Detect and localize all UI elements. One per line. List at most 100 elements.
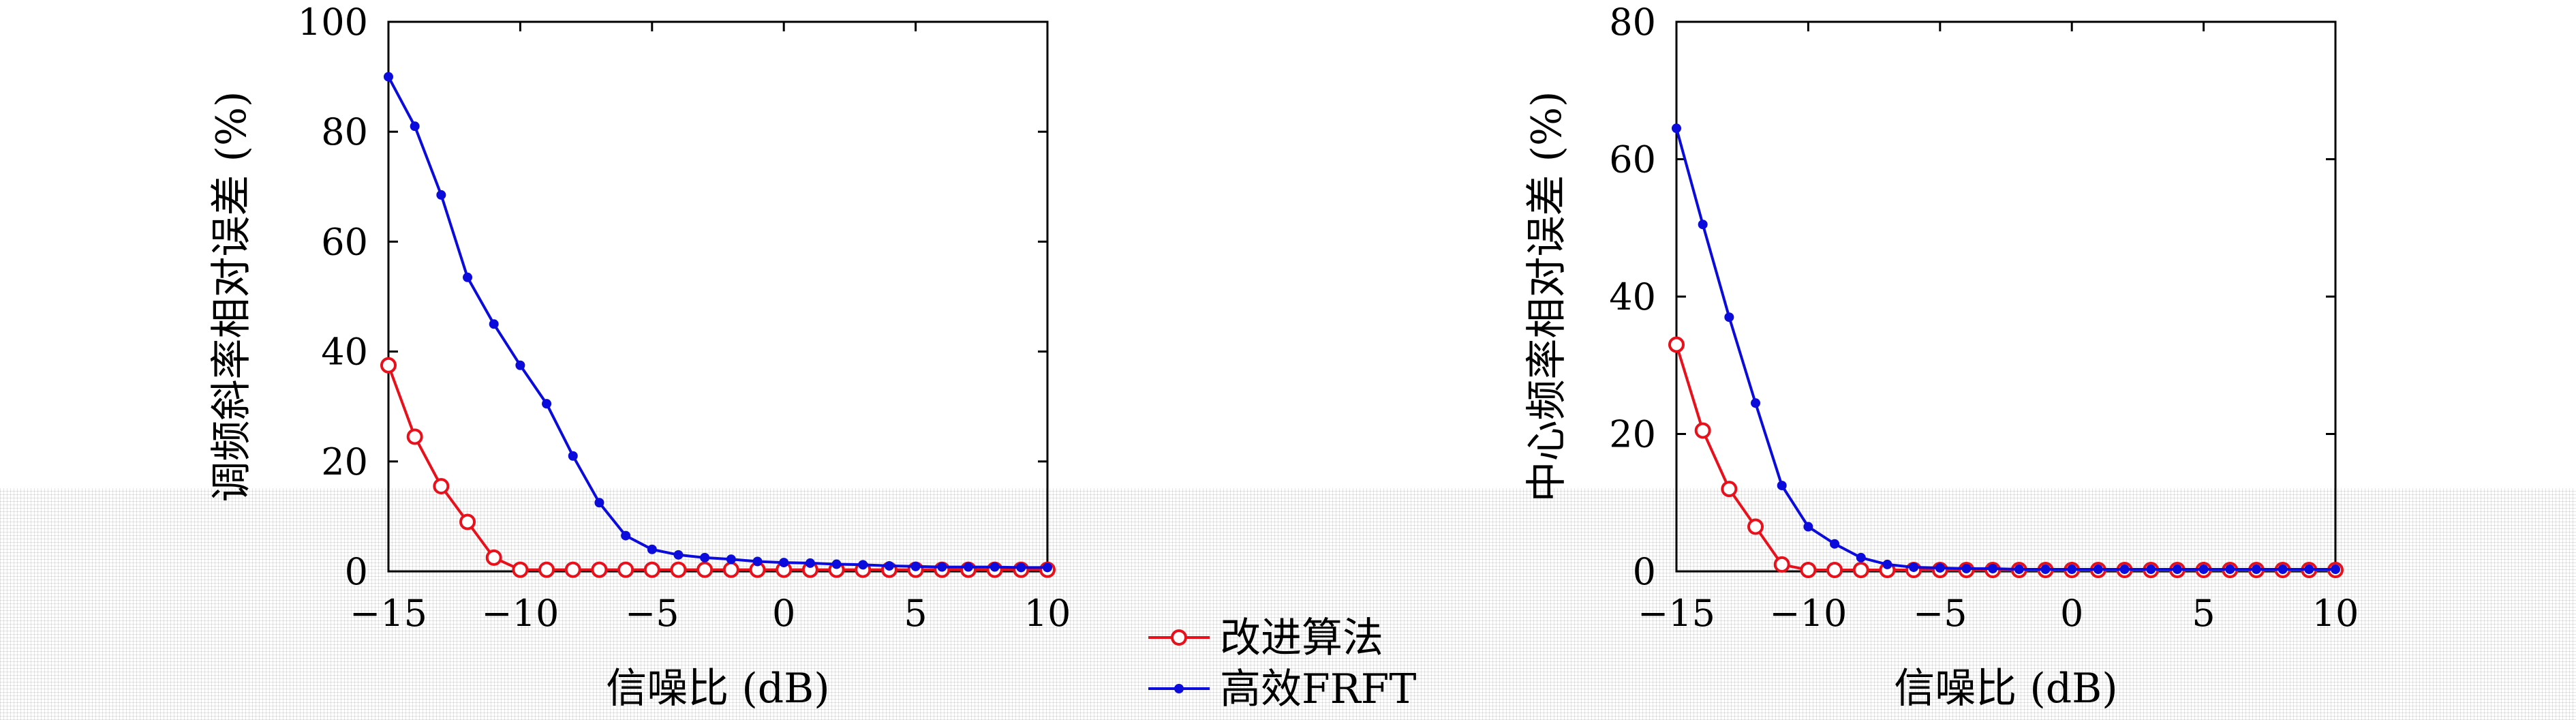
x-tick-label: 10 [1024, 592, 1071, 635]
data-point-frft [1698, 220, 1708, 230]
data-point-frft [990, 562, 1000, 572]
data-point-frft [542, 399, 552, 409]
data-point-frft [1830, 539, 1840, 549]
series-line-improved [387, 365, 1047, 571]
data-point-improved [1826, 561, 1843, 578]
data-point-improved [643, 561, 660, 578]
x-axis-label: 信噪比 (dB) [606, 665, 829, 712]
data-point-frft [489, 319, 499, 329]
y-tick-label: 20 [321, 440, 368, 483]
data-point-frft [2067, 564, 2077, 574]
data-point-improved [512, 561, 529, 578]
data-point-improved [591, 561, 608, 578]
data-point-improved [1773, 556, 1790, 573]
x-tick-label: 5 [2192, 592, 2215, 635]
x-axis-label: 信噪比 (dB) [1894, 665, 2117, 712]
data-point-frft [647, 544, 657, 554]
data-point-frft [1909, 562, 1919, 572]
legend-label: 改进算法 [1220, 614, 1383, 662]
data-point-frft [2040, 564, 2051, 574]
data-point-frft [1672, 123, 1681, 134]
x-tick-label: 5 [904, 592, 927, 635]
data-point-improved [406, 428, 423, 445]
data-point-improved [1852, 561, 1869, 578]
data-point-frft [1988, 563, 1998, 573]
data-point-frft [1882, 559, 1892, 569]
data-point-frft [384, 72, 393, 82]
data-point-frft [2304, 564, 2314, 574]
data-point-improved [1694, 422, 1711, 439]
data-point-frft [805, 558, 815, 568]
data-point-frft [752, 556, 763, 567]
data-point-improved [564, 561, 581, 578]
y-tick-label: 40 [321, 331, 368, 374]
x-tick-label: −5 [1913, 592, 1967, 635]
data-point-frft [1856, 552, 1866, 562]
y-tick-label: 100 [298, 1, 368, 44]
data-point-improved [617, 561, 634, 578]
data-point-frft [1777, 481, 1787, 491]
plot-frame [1675, 20, 2337, 573]
y-tick-label: 20 [1609, 413, 1656, 456]
data-point-improved [459, 513, 476, 530]
y-tick-label: 60 [321, 220, 368, 263]
data-point-improved [1668, 336, 1685, 353]
x-tick-label: −15 [350, 592, 427, 635]
data-point-frft [621, 530, 631, 541]
data-point-improved [485, 549, 502, 566]
data-point-frft [963, 562, 973, 572]
data-point-frft [410, 121, 420, 132]
data-point-frft [594, 498, 604, 508]
data-point-frft [436, 190, 446, 200]
series-line-frft [1675, 127, 2335, 571]
legend-marker-open-circle [1171, 629, 1187, 646]
x-tick-label: 0 [2060, 592, 2083, 635]
data-point-frft [1043, 562, 1052, 573]
y-tick-label: 80 [321, 110, 368, 153]
data-point-frft [515, 360, 525, 370]
data-point-frft [568, 451, 578, 461]
y-tick-label: 60 [1609, 138, 1656, 181]
data-point-improved [1721, 481, 1738, 498]
data-point-frft [1803, 522, 1813, 532]
x-tick-label: 10 [2312, 592, 2359, 635]
data-point-frft [700, 552, 710, 562]
data-point-improved [380, 357, 397, 374]
data-point-frft [1016, 562, 1026, 573]
y-tick-label: 40 [1609, 275, 1656, 318]
data-point-frft [2119, 564, 2130, 574]
data-point-frft [1724, 312, 1734, 322]
data-point-improved [1747, 518, 1764, 535]
data-point-frft [2251, 564, 2261, 574]
data-point-frft [858, 560, 868, 570]
legend-marker-dot [1174, 684, 1184, 693]
data-point-improved [538, 561, 555, 578]
plot-frame [387, 20, 1049, 573]
data-point-frft [726, 554, 736, 565]
data-point-frft [779, 558, 789, 568]
x-tick-label: −10 [1769, 592, 1847, 635]
data-point-frft [884, 560, 894, 571]
data-point-frft [463, 272, 473, 282]
data-point-frft [2014, 564, 2024, 574]
data-point-frft [910, 561, 921, 571]
data-point-improved [1800, 561, 1817, 578]
legend-label: 高效FRFT [1220, 665, 1416, 713]
data-point-improved [670, 561, 687, 578]
data-point-frft [2093, 564, 2103, 574]
series-line-improved [1675, 344, 2335, 571]
data-point-improved [722, 561, 739, 578]
data-point-frft [937, 562, 947, 572]
data-point-frft [2172, 564, 2182, 574]
y-tick-label: 0 [345, 550, 368, 593]
y-axis-label: 调频斜率相对误差 (%) [208, 91, 256, 502]
data-point-improved [696, 561, 714, 578]
x-tick-label: −15 [1638, 592, 1715, 635]
y-tick-label: 80 [1609, 1, 1656, 44]
chart-center-frequency-error: −15 −10 −5 0 5 10 0 20 40 60 80 信噪比 (dB) 中心频率相对误差 (%… [1523, 1, 2359, 712]
data-point-frft [831, 559, 842, 569]
data-point-frft [1751, 398, 1761, 408]
